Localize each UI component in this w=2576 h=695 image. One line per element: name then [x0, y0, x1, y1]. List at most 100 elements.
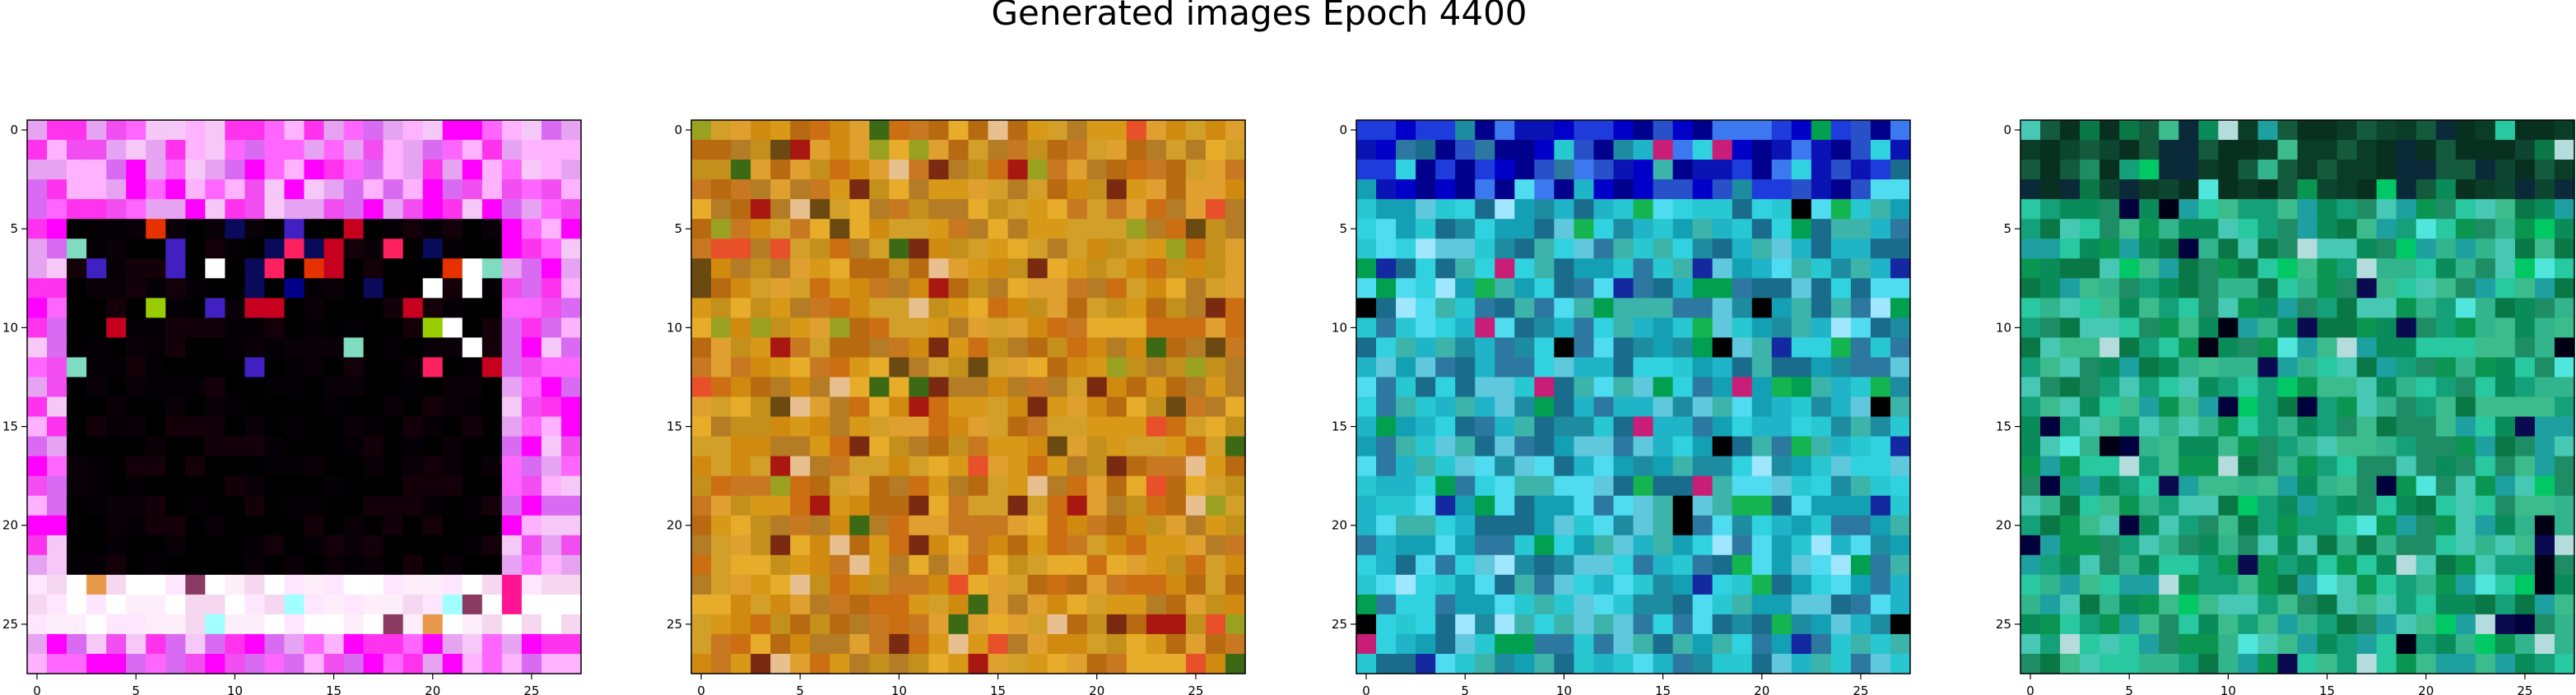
pixel-cell [2297, 475, 2318, 497]
pixel-cell [2159, 574, 2179, 595]
pixel-cell [1126, 416, 1147, 438]
pixel-cell [2099, 278, 2120, 299]
pixel-cell [2337, 219, 2358, 239]
pixel-cell [1455, 199, 1476, 220]
pixel-cell [2178, 416, 2199, 438]
pixel-cell [1771, 554, 1793, 576]
pixel-cell [1495, 298, 1515, 318]
pixel-cell [1771, 298, 1793, 318]
pixel-cell [205, 495, 226, 517]
pixel-cell [1126, 475, 1147, 497]
pixel-cell [225, 535, 245, 556]
pixel-cell [711, 633, 732, 655]
pixel-cell [2435, 160, 2457, 180]
pixel-cell [1633, 574, 1654, 595]
pixel-cell [1692, 258, 1713, 279]
pixel-cell [810, 535, 830, 556]
pixel-cell [225, 179, 245, 200]
pixel-cell [1692, 456, 1713, 477]
pixel-cell [2534, 594, 2555, 615]
pixel-cell [1007, 515, 1029, 536]
pixel-cell [830, 179, 850, 200]
pixel-cell [1086, 535, 1108, 556]
pixel-cell [1870, 416, 1891, 438]
pixel-cell [1791, 614, 1812, 635]
pixel-cell [1106, 416, 1128, 438]
pixel-cell [711, 219, 732, 239]
pixel-cell [1633, 357, 1654, 378]
pixel-cell [1514, 160, 1535, 180]
pixel-cell [1376, 258, 1397, 279]
pixel-cell [988, 179, 1009, 200]
pixel-cell [225, 614, 245, 635]
pixel-cell [1146, 633, 1167, 655]
pixel-cell [2139, 554, 2160, 576]
pixel-cell [2297, 140, 2318, 160]
pixel-cell [1356, 179, 1377, 200]
pixel-cell [1811, 317, 1832, 338]
pixel-cell [2040, 515, 2061, 536]
image-pixels [27, 120, 582, 674]
pixel-cell [968, 199, 989, 220]
y-tick-label: 20 [1332, 518, 1347, 533]
pixel-cell [2554, 574, 2575, 595]
pixel-cell [968, 120, 989, 141]
pixel-cell [2337, 377, 2358, 398]
pixel-cell [126, 219, 146, 239]
pixel-cell [2178, 278, 2199, 299]
pixel-cell [1850, 416, 1872, 438]
pixel-cell [2317, 574, 2338, 595]
pixel-cell [1225, 515, 1246, 536]
pixel-cell [2198, 416, 2219, 438]
pixel-cell [1613, 278, 1634, 299]
pixel-cell [790, 337, 811, 359]
pixel-cell [1047, 239, 1068, 259]
pixel-cell [948, 160, 969, 180]
pixel-cell [560, 475, 582, 497]
pixel-cell [770, 239, 791, 259]
pixel-cell [2337, 653, 2358, 674]
pixel-cell [1672, 317, 1694, 338]
pixel-cell [205, 515, 226, 536]
pixel-cell [928, 456, 950, 477]
pixel-cell [1067, 456, 1088, 477]
pixel-cell [1574, 298, 1595, 318]
pixel-cell [2099, 258, 2120, 279]
pixel-cell [1633, 219, 1654, 239]
pixel-cell [751, 416, 771, 438]
pixel-cell [165, 258, 186, 279]
pixel-cell [2337, 258, 2358, 279]
pixel-cell [948, 377, 969, 398]
pixel-cell [1185, 614, 1207, 635]
pixel-cell [1185, 574, 1207, 595]
pixel-cell [2060, 278, 2081, 299]
pixel-cell [1435, 535, 1456, 556]
pixel-cell [2495, 258, 2516, 279]
pixel-cell [1534, 436, 1555, 457]
pixel-cell [1692, 535, 1713, 556]
pixel-cell [1870, 436, 1891, 457]
pixel-cell [1356, 120, 1377, 141]
pixel-cell [47, 614, 67, 635]
pixel-cell [790, 120, 811, 141]
pixel-cell [1205, 475, 1226, 497]
pixel-cell [1495, 633, 1515, 655]
pixel-cell [2139, 298, 2160, 318]
pixel-cell [2139, 357, 2160, 378]
pixel-cell [1455, 239, 1476, 259]
pixel-cell [1633, 633, 1654, 655]
pixel-cell [1890, 594, 1911, 615]
pixel-cell [2396, 633, 2417, 655]
pixel-cell [1495, 535, 1515, 556]
pixel-cell [909, 199, 930, 220]
pixel-cell [2554, 140, 2575, 160]
pixel-cell [521, 396, 542, 418]
pixel-cell [225, 475, 245, 497]
pixel-cell [1047, 436, 1068, 457]
pixel-cell [928, 120, 950, 141]
pixel-cell [1067, 574, 1088, 595]
pixel-cell [849, 554, 870, 576]
pixel-cell [1653, 495, 1674, 517]
pixel-cell [284, 495, 305, 517]
pixel-cell [86, 554, 107, 576]
